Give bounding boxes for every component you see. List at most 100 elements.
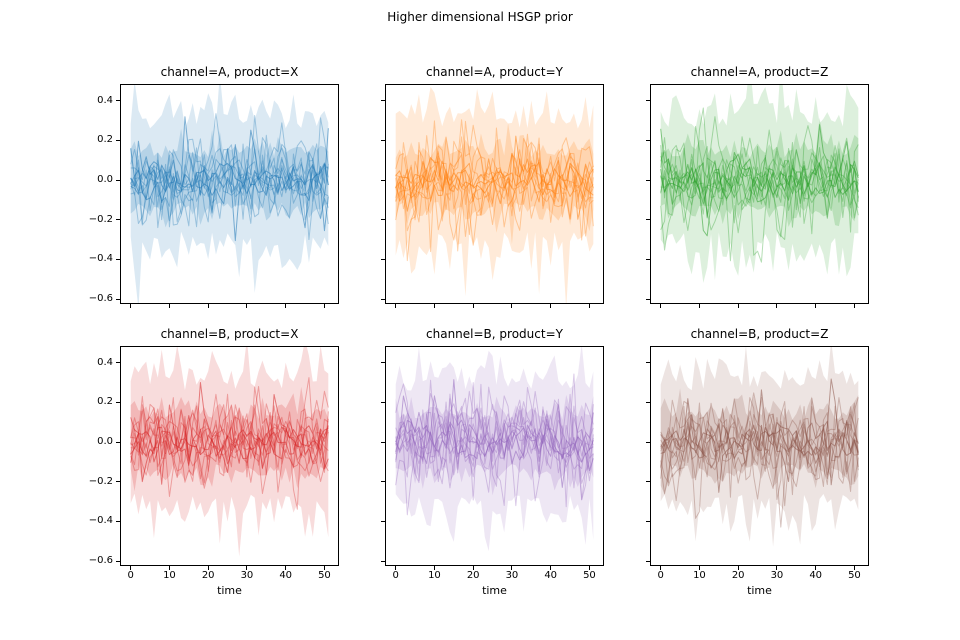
subplot-channel-A-product-Z: channel=A, product=Z [646,65,869,308]
x-tick-mark [395,304,397,308]
y-tick-mark [381,441,385,443]
x-tick-label: 40 [279,570,293,581]
x-tick-mark [130,566,132,570]
y-tick-mark [646,258,650,260]
y-tick-mark [381,219,385,221]
y-tick-mark [646,560,650,562]
x-tick-mark [472,304,474,308]
y-tick-mark [116,219,120,221]
x-tick-mark [168,304,170,308]
subplot-title: channel=B, product=Y [426,327,563,341]
x-tick-mark [323,304,325,308]
plot-area [121,85,338,303]
x-tick-mark [588,566,590,570]
y-tick-label: 0.4 [97,94,113,106]
x-tick-mark [246,304,248,308]
x-tick-label: 0 [127,570,134,581]
subplot-title: channel=A, product=X [160,65,299,79]
x-tick-label: 0 [392,570,399,581]
x-tick-mark [776,304,778,308]
y-tick-mark [646,298,650,300]
x-tick-mark [246,566,248,570]
y-tick-label: 0.2 [97,396,113,408]
subplot-channel-B-product-Z: channel=B, product=Z time 0 10 20 30 40 50 [646,327,869,597]
subplot-channel-B-product-Y: channel=B, product=Y time 0 10 20 30 40 50 [381,327,604,597]
y-tick-label: 0.0 [97,174,113,186]
x-tick-label: 10 [163,570,176,581]
x-tick-mark [207,304,209,308]
x-tick-mark [511,304,513,308]
x-axis-label: time [482,584,507,597]
x-tick-mark [550,304,552,308]
x-tick-mark [433,566,435,570]
x-tick-label: 50 [583,570,596,581]
y-tick-mark [116,560,120,562]
subplot-title: channel=B, product=Z [690,327,829,341]
x-tick-label: 50 [848,570,861,581]
y-tick-mark [381,481,385,483]
y-tick-label: −0.2 [88,475,113,487]
x-tick-mark [130,304,132,308]
y-tick-mark [381,560,385,562]
x-tick-label: 20 [466,570,480,581]
y-tick-mark [646,520,650,522]
y-tick-mark [646,481,650,483]
x-tick-label: 30 [770,570,784,581]
y-tick-mark [116,298,120,300]
x-tick-label: 30 [505,570,519,581]
subplot-channel-A-product-X: channel=A, product=X 0.4 0.2 0.0 −0.2 −0.4 −0… [89,65,339,308]
figure-title: Higher dimensional HSGP prior [387,10,573,24]
x-tick-mark [660,304,662,308]
y-tick-label: −0.6 [88,555,113,567]
x-tick-mark [168,566,170,570]
y-tick-mark [116,481,120,483]
subplot-title: channel=B, product=X [160,327,299,341]
x-tick-mark [285,304,287,308]
plot-area [651,347,868,565]
y-tick-mark [646,362,650,364]
y-tick-label: 0.4 [97,356,113,368]
y-tick-mark [646,139,650,141]
x-tick-mark [698,566,700,570]
y-tick-mark [646,179,650,181]
y-tick-mark [116,139,120,141]
plot-area [121,347,338,565]
y-tick-label: −0.4 [88,253,113,265]
y-tick-label: −0.4 [88,515,113,527]
subplot-title: channel=A, product=Z [690,65,829,79]
x-tick-label: 20 [201,570,215,581]
x-tick-label: 20 [731,570,745,581]
y-tick-mark [381,179,385,181]
x-tick-label: 0 [657,570,664,581]
y-tick-mark [381,258,385,260]
x-tick-mark [853,304,855,308]
x-tick-mark [737,566,739,570]
x-tick-mark [815,566,817,570]
y-tick-mark [381,401,385,403]
y-tick-mark [116,258,120,260]
y-tick-label: −0.2 [88,213,113,225]
subplot-title: channel=A, product=Y [426,65,563,79]
y-tick-mark [646,401,650,403]
y-tick-mark [381,362,385,364]
y-tick-mark [381,520,385,522]
x-tick-label: 30 [240,570,254,581]
y-tick-mark [381,100,385,102]
x-tick-mark [207,566,209,570]
x-axis-label: time [217,584,242,597]
x-tick-mark [737,304,739,308]
x-tick-label: 50 [318,570,331,581]
y-tick-mark [646,219,650,221]
y-tick-label: 0.2 [97,134,113,146]
x-tick-mark [285,566,287,570]
x-axis-label: time [747,584,772,597]
x-tick-mark [433,304,435,308]
x-tick-label: 40 [809,570,823,581]
x-tick-label: 40 [544,570,558,581]
x-tick-mark [323,566,325,570]
y-tick-mark [646,100,650,102]
plot-area [386,85,603,303]
y-tick-mark [116,362,120,364]
plot-area [386,347,603,565]
